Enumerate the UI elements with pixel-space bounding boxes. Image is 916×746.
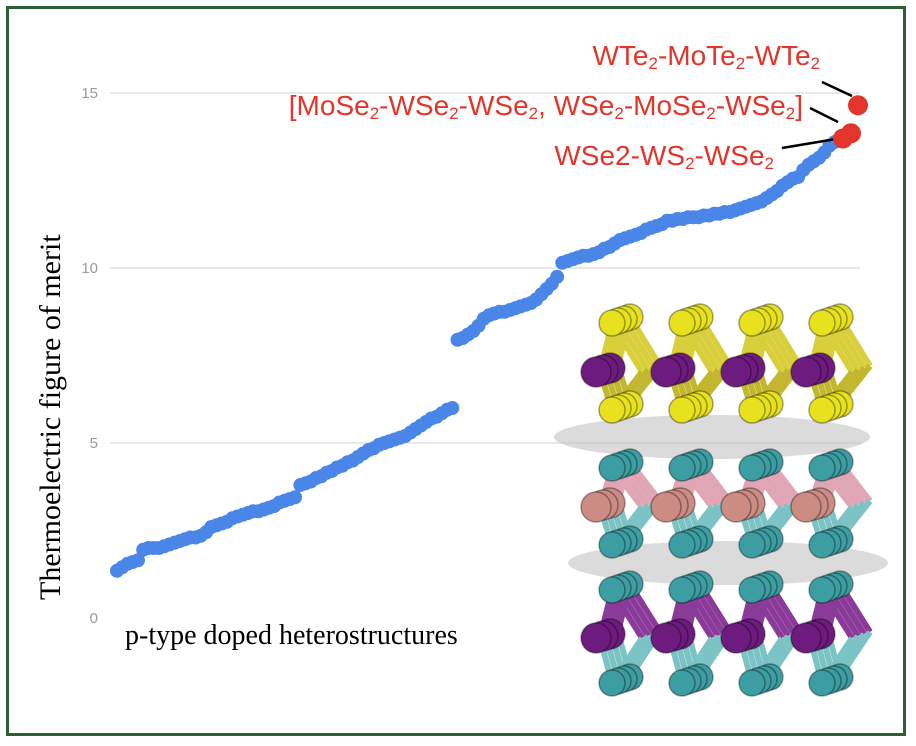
figure-frame <box>6 6 906 736</box>
data-point <box>131 553 145 568</box>
chalcogen-atom <box>598 396 626 424</box>
vdw-gap-disc <box>554 415 870 459</box>
y-tick-labels: 0 5 10 15 <box>81 85 98 627</box>
annotation-wse2-ws2-wse2: WSe2-WS2-WSe2 <box>554 140 774 173</box>
chalcogen-atom <box>668 396 696 424</box>
chalcogen-atom <box>598 576 626 604</box>
x-axis-label: p-type doped heterostructures <box>125 620 458 651</box>
y-tick-label: 15 <box>81 85 98 102</box>
annotation-wte2-mote2-wte2: WTe2-MoTe2-WTe2 <box>592 40 820 73</box>
chalcogen-atom <box>598 669 626 697</box>
metal-atom <box>650 356 682 388</box>
chalcogen-atom <box>738 454 766 482</box>
chalcogen-atom <box>668 531 696 559</box>
heterostructure-illustration <box>554 303 888 697</box>
data-point <box>550 269 565 284</box>
leader-line <box>781 136 843 150</box>
metal-atom <box>720 356 752 388</box>
metal-atom <box>790 622 822 654</box>
metal-atom <box>580 356 612 388</box>
chalcogen-atom <box>738 576 766 604</box>
highlight-point <box>841 123 861 144</box>
chalcogen-atom <box>808 531 836 559</box>
metal-atom <box>580 622 612 654</box>
chalcogen-atom <box>808 396 836 424</box>
chalcogen-atom <box>808 576 836 604</box>
highlight-points <box>833 95 868 149</box>
metal-atom <box>720 622 752 654</box>
chalcogen-atom <box>598 531 626 559</box>
chalcogen-atom <box>668 576 696 604</box>
chalcogen-atom <box>738 531 766 559</box>
annotation-leader-lines <box>781 80 853 150</box>
chalcogen-atom <box>808 669 836 697</box>
y-tick-label: 5 <box>90 435 98 452</box>
chalcogen-atom <box>598 309 626 337</box>
chalcogen-atom <box>668 669 696 697</box>
highlight-point <box>848 95 868 116</box>
annotation-mose2-wse2-group: [MoSe2-WSe2-WSe2, WSe2-MoSe2-WSe2] <box>288 90 803 123</box>
leader-line <box>821 80 853 98</box>
chalcogen-atom <box>668 454 696 482</box>
y-tick-label: 0 <box>90 610 98 627</box>
data-point <box>288 490 303 505</box>
data-point <box>445 401 460 415</box>
vdw-gap-disc <box>568 541 888 585</box>
chalcogen-atom <box>808 309 836 337</box>
metal-atom <box>720 491 752 523</box>
y-tick-label: 10 <box>81 260 98 277</box>
y-axis-label: Thermoelectric figure of merit <box>34 234 67 600</box>
chalcogen-atom <box>738 669 766 697</box>
leader-line <box>809 106 839 124</box>
chalcogen-atom <box>668 309 696 337</box>
metal-atom <box>790 356 822 388</box>
metal-atom <box>650 622 682 654</box>
blue-series-points <box>110 131 847 578</box>
chalcogen-atom <box>598 454 626 482</box>
metal-atom <box>790 491 822 523</box>
metal-atom <box>580 491 612 523</box>
metal-atom <box>650 491 682 523</box>
chalcogen-atom <box>738 309 766 337</box>
chalcogen-atom <box>738 396 766 424</box>
chalcogen-atom <box>808 454 836 482</box>
